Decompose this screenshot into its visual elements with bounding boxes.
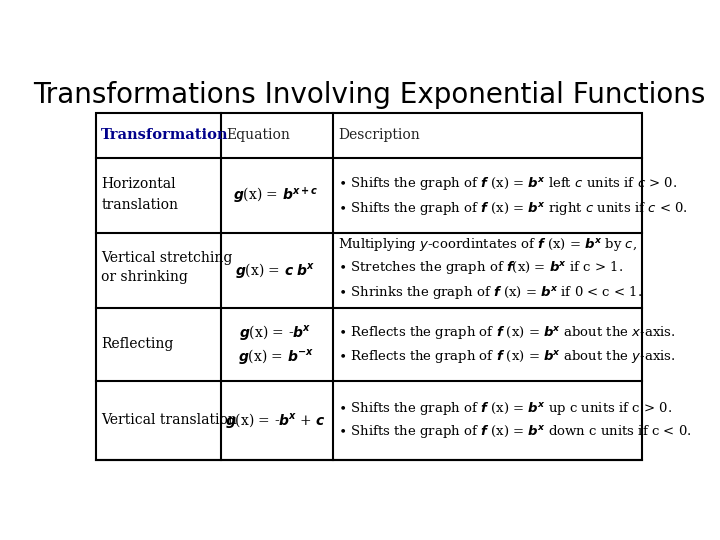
Text: Transformations Involving Exponential Functions: Transformations Involving Exponential Fu… — [33, 82, 705, 110]
Text: $\bullet$ Reflects the graph of $\bfit{f}$ (x) = $\boldsymbol{b}^{\boldsymbol{x}: $\bullet$ Reflects the graph of $\bfit{f… — [338, 325, 676, 341]
Text: $\bullet$ Reflects the graph of $\bfit{f}$ (x) = $\boldsymbol{b}^{\boldsymbol{x}: $\bullet$ Reflects the graph of $\bfit{f… — [338, 348, 676, 364]
Text: $\boldsymbol{g}$(x) = -$\boldsymbol{b}^{\boldsymbol{x}}$: $\boldsymbol{g}$(x) = -$\boldsymbol{b}^{… — [239, 323, 312, 342]
Text: $\boldsymbol{g}$(x) = -$\boldsymbol{b}^{\boldsymbol{x}}$ + $\boldsymbol{c}$: $\boldsymbol{g}$(x) = -$\boldsymbol{b}^{… — [225, 411, 326, 430]
Text: translation: translation — [101, 198, 178, 212]
Text: Multiplying $\it{y}$-coordintates of $\bfit{f}$ (x) = $\boldsymbol{b}^{\boldsymb: Multiplying $\it{y}$-coordintates of $\b… — [338, 237, 637, 253]
Text: $\boldsymbol{g}$(x) = $\boldsymbol{b}^{\boldsymbol{x+c}}$: $\boldsymbol{g}$(x) = $\boldsymbol{b}^{\… — [233, 186, 318, 206]
Text: Equation: Equation — [227, 129, 291, 143]
Text: Horizontal: Horizontal — [101, 177, 176, 191]
Text: $\bullet$ Stretches the graph of $\bfit{f}$(x) = $\boldsymbol{b}^{\boldsymbol{x}: $\bullet$ Stretches the graph of $\bfit{… — [338, 259, 624, 276]
Text: Description: Description — [338, 129, 420, 143]
Text: $\bullet$ Shifts the graph of $\bfit{f}$ (x) = $\boldsymbol{b}^{\boldsymbol{x}}$: $\bullet$ Shifts the graph of $\bfit{f}$… — [338, 400, 672, 417]
Text: $\boldsymbol{g}$(x) = $\boldsymbol{c}\ \boldsymbol{b}^{\boldsymbol{x}}$: $\boldsymbol{g}$(x) = $\boldsymbol{c}\ \… — [235, 261, 316, 280]
Text: or shrinking: or shrinking — [101, 270, 188, 284]
Text: $\bullet$ Shifts the graph of $\bfit{f}$ (x) = $\boldsymbol{b}^{\boldsymbol{x}}$: $\bullet$ Shifts the graph of $\bfit{f}$… — [338, 200, 688, 217]
Text: Reflecting: Reflecting — [101, 338, 174, 352]
Text: Vertical stretching: Vertical stretching — [101, 251, 233, 265]
Text: $\bullet$ Shrinks the graph of $\bfit{f}$ (x) = $\boldsymbol{b}^{\boldsymbol{x}}: $\bullet$ Shrinks the graph of $\bfit{f}… — [338, 284, 643, 301]
Text: Transformation: Transformation — [101, 129, 229, 143]
Text: $\boldsymbol{g}$(x) = $\boldsymbol{b}^{\boldsymbol{-x}}$: $\boldsymbol{g}$(x) = $\boldsymbol{b}^{\… — [238, 347, 313, 366]
Text: Vertical translation: Vertical translation — [101, 413, 237, 427]
Text: $\bullet$ Shifts the graph of $\bfit{f}$ (x) = $\boldsymbol{b}^{\boldsymbol{x}}$: $\bullet$ Shifts the graph of $\bfit{f}$… — [338, 423, 692, 441]
Text: $\bullet$ Shifts the graph of $\bfit{f}$ (x) = $\boldsymbol{b}^{\boldsymbol{x}}$: $\bullet$ Shifts the graph of $\bfit{f}$… — [338, 175, 678, 192]
